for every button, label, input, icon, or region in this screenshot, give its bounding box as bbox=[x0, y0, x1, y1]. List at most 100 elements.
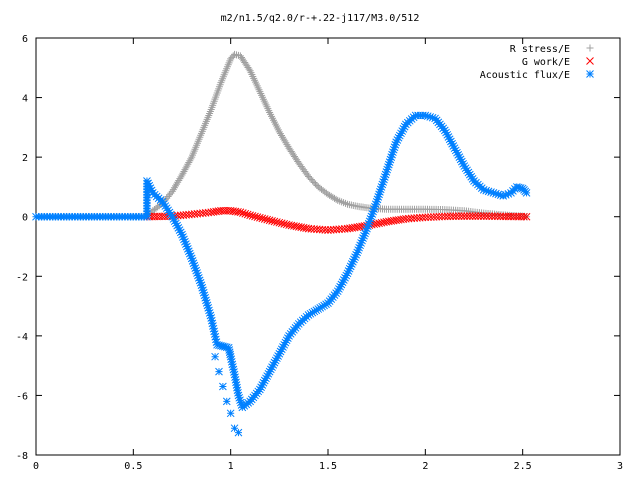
data-point bbox=[457, 157, 466, 166]
data-point bbox=[205, 306, 213, 315]
data-point bbox=[235, 393, 244, 402]
data-point bbox=[173, 221, 181, 230]
data-point bbox=[389, 148, 397, 157]
data-point bbox=[444, 133, 453, 141]
data-point bbox=[241, 209, 250, 218]
data-point bbox=[260, 376, 269, 385]
legend-marker bbox=[586, 57, 594, 65]
data-point bbox=[236, 208, 245, 217]
data-point bbox=[168, 212, 177, 221]
data-point bbox=[375, 219, 383, 228]
data-point bbox=[346, 262, 355, 271]
data-point bbox=[178, 171, 186, 179]
data-point bbox=[246, 211, 254, 220]
data-point bbox=[268, 217, 276, 225]
data-point bbox=[147, 186, 156, 195]
data-point bbox=[143, 177, 151, 185]
data-point bbox=[259, 378, 268, 387]
data-point bbox=[210, 330, 219, 338]
data-point bbox=[310, 307, 319, 316]
data-point bbox=[312, 306, 321, 315]
data-point bbox=[468, 174, 477, 183]
data-point bbox=[275, 349, 284, 358]
data-point bbox=[282, 139, 290, 147]
data-point bbox=[283, 334, 292, 342]
data-point bbox=[165, 208, 174, 217]
series-3 bbox=[211, 352, 243, 437]
data-point bbox=[460, 212, 469, 220]
data-point bbox=[423, 112, 432, 121]
data-point bbox=[389, 145, 398, 154]
data-point bbox=[522, 212, 531, 221]
data-point bbox=[381, 170, 390, 179]
data-point bbox=[194, 271, 202, 280]
data-point bbox=[492, 189, 500, 198]
data-point bbox=[394, 133, 403, 142]
data-point bbox=[449, 212, 457, 221]
data-point bbox=[170, 184, 178, 192]
data-point bbox=[383, 165, 392, 174]
data-point bbox=[144, 179, 152, 188]
data-point bbox=[460, 162, 469, 170]
data-point bbox=[377, 183, 386, 191]
data-point bbox=[350, 255, 358, 264]
data-point bbox=[245, 65, 253, 73]
chart-title: m2/n1.5/q2.0/r-+.22-j117/M3.0/512 bbox=[221, 13, 420, 24]
data-point bbox=[164, 206, 172, 215]
data-point bbox=[185, 249, 194, 258]
data-point bbox=[276, 347, 285, 356]
data-point bbox=[180, 235, 188, 244]
data-point bbox=[209, 322, 217, 330]
data-point bbox=[447, 137, 455, 146]
data-point bbox=[230, 368, 238, 376]
data-point bbox=[234, 208, 242, 216]
data-point bbox=[226, 352, 235, 361]
data-point bbox=[170, 217, 179, 226]
data-point bbox=[198, 283, 207, 292]
data-point bbox=[262, 374, 270, 383]
data-point bbox=[169, 186, 177, 194]
data-point bbox=[487, 188, 495, 196]
data-point bbox=[445, 135, 454, 144]
data-point bbox=[363, 222, 372, 231]
data-point bbox=[318, 302, 327, 311]
data-point bbox=[266, 365, 275, 374]
data-point bbox=[377, 218, 386, 227]
data-point bbox=[499, 192, 508, 200]
data-point bbox=[212, 335, 220, 344]
series-layer bbox=[32, 50, 531, 437]
data-point bbox=[181, 166, 189, 174]
data-point bbox=[489, 189, 498, 197]
data-point bbox=[274, 352, 282, 360]
data-point bbox=[385, 158, 394, 166]
data-point bbox=[308, 308, 317, 317]
legend-marker bbox=[586, 44, 594, 52]
data-point bbox=[190, 261, 199, 270]
data-point bbox=[376, 188, 384, 196]
data-point bbox=[273, 354, 281, 363]
data-point bbox=[203, 301, 212, 310]
data-point bbox=[501, 191, 510, 199]
x-tick-label: 2 bbox=[422, 461, 428, 472]
y-tick-label: 0 bbox=[22, 213, 28, 224]
data-point bbox=[201, 293, 210, 302]
data-point bbox=[280, 135, 288, 143]
data-point bbox=[179, 169, 187, 177]
y-tick-label: 2 bbox=[22, 153, 28, 164]
data-point bbox=[206, 311, 215, 320]
data-point bbox=[234, 428, 243, 437]
data-point bbox=[387, 153, 396, 161]
data-point bbox=[477, 212, 485, 220]
plot-axes: 0 0.5 1 1.5 2 2.5 3 -8 -6 -4 -2 0 2 4 6 bbox=[16, 34, 623, 472]
legend: R stress/E G work/E Acoustic flux/E bbox=[480, 44, 594, 81]
data-point bbox=[365, 217, 374, 226]
data-point bbox=[256, 213, 264, 222]
data-point bbox=[452, 212, 460, 221]
data-point bbox=[275, 218, 284, 227]
y-tick-label: 6 bbox=[22, 34, 28, 45]
data-point bbox=[202, 299, 211, 307]
data-point bbox=[283, 141, 291, 149]
data-point bbox=[438, 212, 446, 221]
data-point bbox=[369, 207, 377, 216]
data-point bbox=[282, 220, 291, 229]
